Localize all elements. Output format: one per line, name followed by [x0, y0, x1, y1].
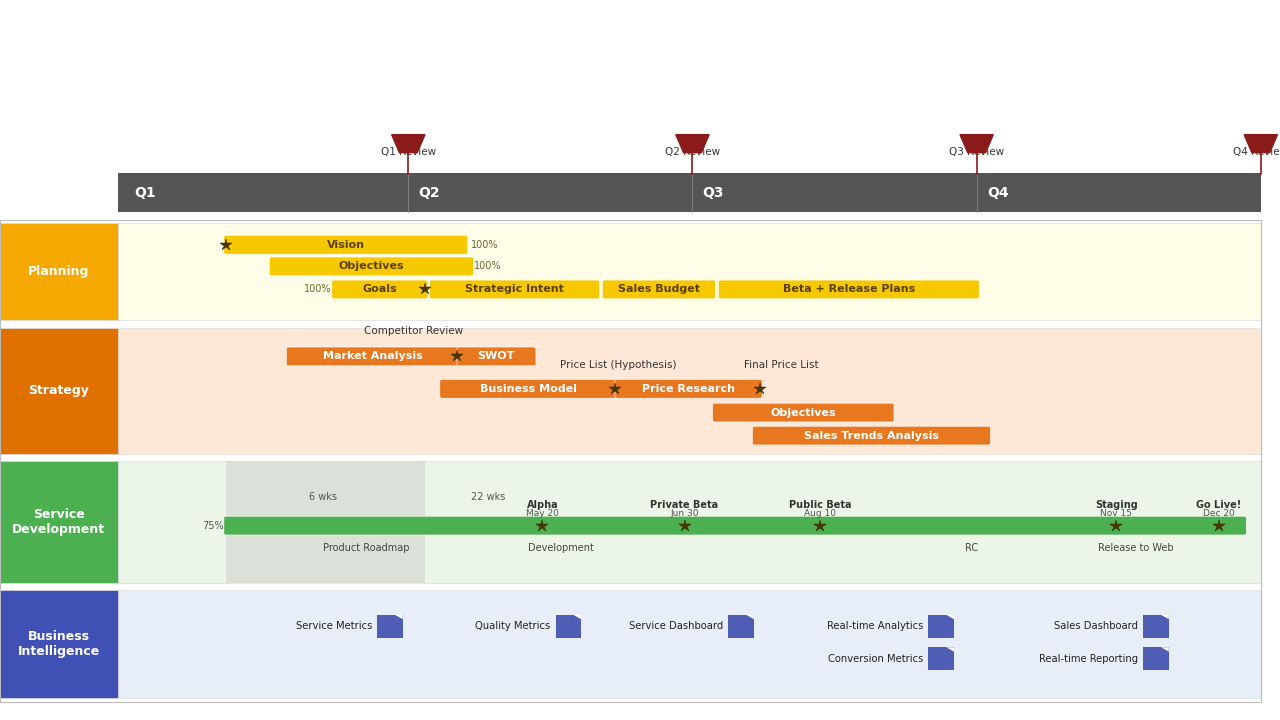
FancyBboxPatch shape	[378, 615, 403, 638]
Polygon shape	[960, 135, 993, 153]
Text: Vision: Vision	[326, 240, 365, 250]
Text: 100%: 100%	[475, 261, 502, 271]
Polygon shape	[746, 615, 754, 619]
Bar	[0, 220, 1261, 702]
Text: Conversion Metrics: Conversion Metrics	[828, 654, 923, 664]
Text: Sales Dashboard: Sales Dashboard	[1053, 621, 1138, 631]
FancyBboxPatch shape	[728, 615, 754, 638]
Text: Q4 Review: Q4 Review	[1233, 147, 1280, 157]
Text: Release to Web: Release to Web	[1098, 543, 1174, 553]
Text: Q3 Review: Q3 Review	[948, 147, 1005, 157]
FancyBboxPatch shape	[556, 615, 581, 638]
FancyBboxPatch shape	[430, 280, 599, 299]
Text: Q3: Q3	[703, 186, 724, 199]
Bar	[118, 223, 1261, 320]
FancyBboxPatch shape	[1143, 647, 1169, 670]
FancyBboxPatch shape	[440, 379, 618, 398]
Text: Strategic Intent: Strategic Intent	[465, 284, 564, 294]
Text: Aug 10: Aug 10	[804, 510, 836, 518]
Text: Strategy: Strategy	[28, 384, 90, 397]
Polygon shape	[676, 135, 709, 153]
Bar	[227, 461, 425, 583]
Polygon shape	[1161, 615, 1169, 619]
Bar	[0, 328, 118, 454]
Text: Objectives: Objectives	[339, 261, 404, 271]
Text: Q1 Review: Q1 Review	[380, 147, 436, 157]
Text: Service Dashboard: Service Dashboard	[628, 621, 723, 631]
Text: Business Model: Business Model	[480, 384, 577, 394]
Text: Product Roadmap: Product Roadmap	[323, 543, 410, 553]
FancyBboxPatch shape	[1143, 615, 1169, 638]
Bar	[118, 461, 1261, 583]
FancyBboxPatch shape	[603, 280, 716, 299]
FancyBboxPatch shape	[224, 235, 467, 254]
FancyBboxPatch shape	[332, 280, 428, 299]
Text: Q1: Q1	[134, 186, 156, 199]
Text: Q2: Q2	[419, 186, 440, 199]
Polygon shape	[1161, 647, 1169, 652]
Text: Private Beta: Private Beta	[650, 500, 718, 510]
FancyBboxPatch shape	[713, 403, 893, 422]
Polygon shape	[946, 647, 954, 652]
Text: Development: Development	[527, 543, 594, 553]
Bar	[0, 223, 118, 320]
Polygon shape	[1244, 135, 1277, 153]
FancyBboxPatch shape	[457, 347, 536, 366]
Text: Price List (Hypothesis): Price List (Hypothesis)	[561, 360, 677, 370]
Text: Price Research: Price Research	[643, 384, 735, 394]
Text: 22 wks: 22 wks	[471, 492, 506, 502]
Text: Objectives: Objectives	[771, 408, 836, 418]
Polygon shape	[396, 615, 403, 619]
Text: 6 wks: 6 wks	[308, 492, 337, 502]
Text: Public Beta: Public Beta	[788, 500, 851, 510]
Bar	[118, 590, 1261, 698]
Text: RC: RC	[965, 543, 978, 553]
FancyBboxPatch shape	[928, 615, 954, 638]
Polygon shape	[946, 615, 954, 619]
Text: Go Live!: Go Live!	[1196, 500, 1242, 510]
Bar	[0, 461, 118, 583]
Text: Business
Intelligence: Business Intelligence	[18, 631, 100, 658]
Text: May 20: May 20	[526, 510, 559, 518]
FancyBboxPatch shape	[287, 347, 460, 366]
Text: Real-time Analytics: Real-time Analytics	[827, 621, 923, 631]
Polygon shape	[573, 615, 581, 619]
FancyBboxPatch shape	[753, 426, 991, 445]
FancyBboxPatch shape	[928, 647, 954, 670]
FancyBboxPatch shape	[224, 516, 1247, 535]
Text: 100%: 100%	[303, 284, 332, 294]
Bar	[118, 173, 1261, 212]
Text: Jun 30: Jun 30	[671, 510, 699, 518]
Text: Dec 20: Dec 20	[1203, 510, 1235, 518]
Text: Staging: Staging	[1096, 500, 1138, 510]
Bar	[0, 590, 118, 698]
Text: Service
Development: Service Development	[13, 508, 105, 536]
Text: Beta + Release Plans: Beta + Release Plans	[782, 284, 915, 294]
Text: Final Price List: Final Price List	[744, 360, 818, 370]
Bar	[118, 328, 1261, 454]
Text: Nov 15: Nov 15	[1101, 510, 1133, 518]
Text: Quality Metrics: Quality Metrics	[475, 621, 550, 631]
Text: Competitor Review: Competitor Review	[365, 326, 463, 336]
Text: SWOT: SWOT	[477, 351, 515, 361]
Text: Sales Budget: Sales Budget	[618, 284, 700, 294]
Text: Q4: Q4	[987, 186, 1009, 199]
Polygon shape	[392, 135, 425, 153]
Text: Sales Trends Analysis: Sales Trends Analysis	[804, 431, 940, 441]
FancyBboxPatch shape	[269, 257, 474, 276]
Text: Planning: Planning	[28, 265, 90, 279]
Text: Real-time Reporting: Real-time Reporting	[1039, 654, 1138, 664]
Text: Alpha: Alpha	[526, 500, 558, 510]
Text: Service Metrics: Service Metrics	[296, 621, 372, 631]
FancyBboxPatch shape	[718, 280, 979, 299]
Text: Goals: Goals	[362, 284, 397, 294]
Text: Q2 Review: Q2 Review	[664, 147, 721, 157]
Text: Market Analysis: Market Analysis	[324, 351, 422, 361]
FancyBboxPatch shape	[614, 379, 762, 398]
Text: 75%: 75%	[202, 521, 224, 531]
Text: 100%: 100%	[471, 240, 498, 250]
